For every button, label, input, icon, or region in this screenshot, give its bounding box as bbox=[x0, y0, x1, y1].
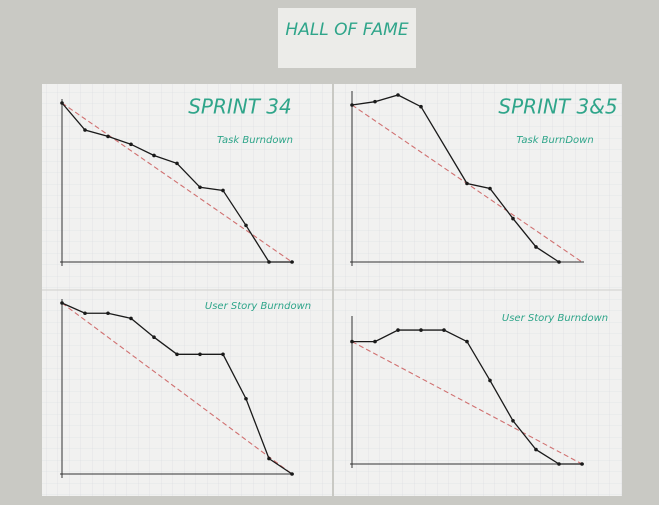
data-point bbox=[580, 462, 584, 466]
data-point bbox=[129, 143, 133, 147]
chart-title: User Story Burndown bbox=[502, 313, 608, 324]
data-point bbox=[175, 353, 179, 357]
data-point bbox=[290, 472, 294, 476]
data-point bbox=[267, 260, 271, 264]
data-point bbox=[152, 154, 156, 158]
data-point bbox=[290, 260, 294, 264]
data-point bbox=[511, 419, 515, 423]
data-point bbox=[60, 101, 64, 105]
data-point bbox=[419, 328, 423, 332]
data-point bbox=[244, 397, 248, 401]
data-point bbox=[83, 128, 87, 132]
data-point bbox=[396, 328, 400, 332]
data-point bbox=[488, 187, 492, 191]
chart-title: User Story Burndown bbox=[205, 301, 311, 312]
data-point bbox=[557, 462, 561, 466]
data-point bbox=[175, 162, 179, 166]
data-point bbox=[442, 328, 446, 332]
data-point bbox=[511, 217, 515, 221]
data-point bbox=[534, 245, 538, 249]
data-point bbox=[350, 340, 354, 344]
data-point bbox=[152, 335, 156, 339]
data-point bbox=[419, 105, 423, 109]
chart-subtitle: Task Burndown bbox=[217, 135, 293, 146]
chart-title: SPRINT 3&5 bbox=[498, 95, 617, 119]
chart-subtitle: Task BurnDown bbox=[516, 135, 593, 146]
data-point bbox=[396, 93, 400, 97]
data-point bbox=[244, 224, 248, 228]
data-point bbox=[557, 260, 561, 264]
data-point bbox=[221, 353, 225, 357]
data-point bbox=[60, 301, 64, 305]
data-point bbox=[534, 448, 538, 452]
data-point bbox=[198, 185, 202, 189]
data-point bbox=[373, 100, 377, 104]
data-point bbox=[83, 311, 87, 315]
data-point bbox=[373, 340, 377, 344]
data-point bbox=[221, 189, 225, 193]
data-point bbox=[267, 457, 271, 461]
data-point bbox=[465, 340, 469, 344]
page-title: HALL OF FAME bbox=[285, 20, 408, 40]
data-point bbox=[465, 182, 469, 186]
chart-title: SPRINT 34 bbox=[188, 95, 292, 119]
data-point bbox=[106, 311, 110, 315]
photo: HALL OF FAME SPRINT 34 Task Burndown SPRIN… bbox=[0, 0, 659, 505]
data-point bbox=[198, 353, 202, 357]
data-point bbox=[106, 135, 110, 139]
data-point bbox=[129, 317, 133, 321]
data-point bbox=[350, 103, 354, 107]
data-point bbox=[488, 379, 492, 383]
